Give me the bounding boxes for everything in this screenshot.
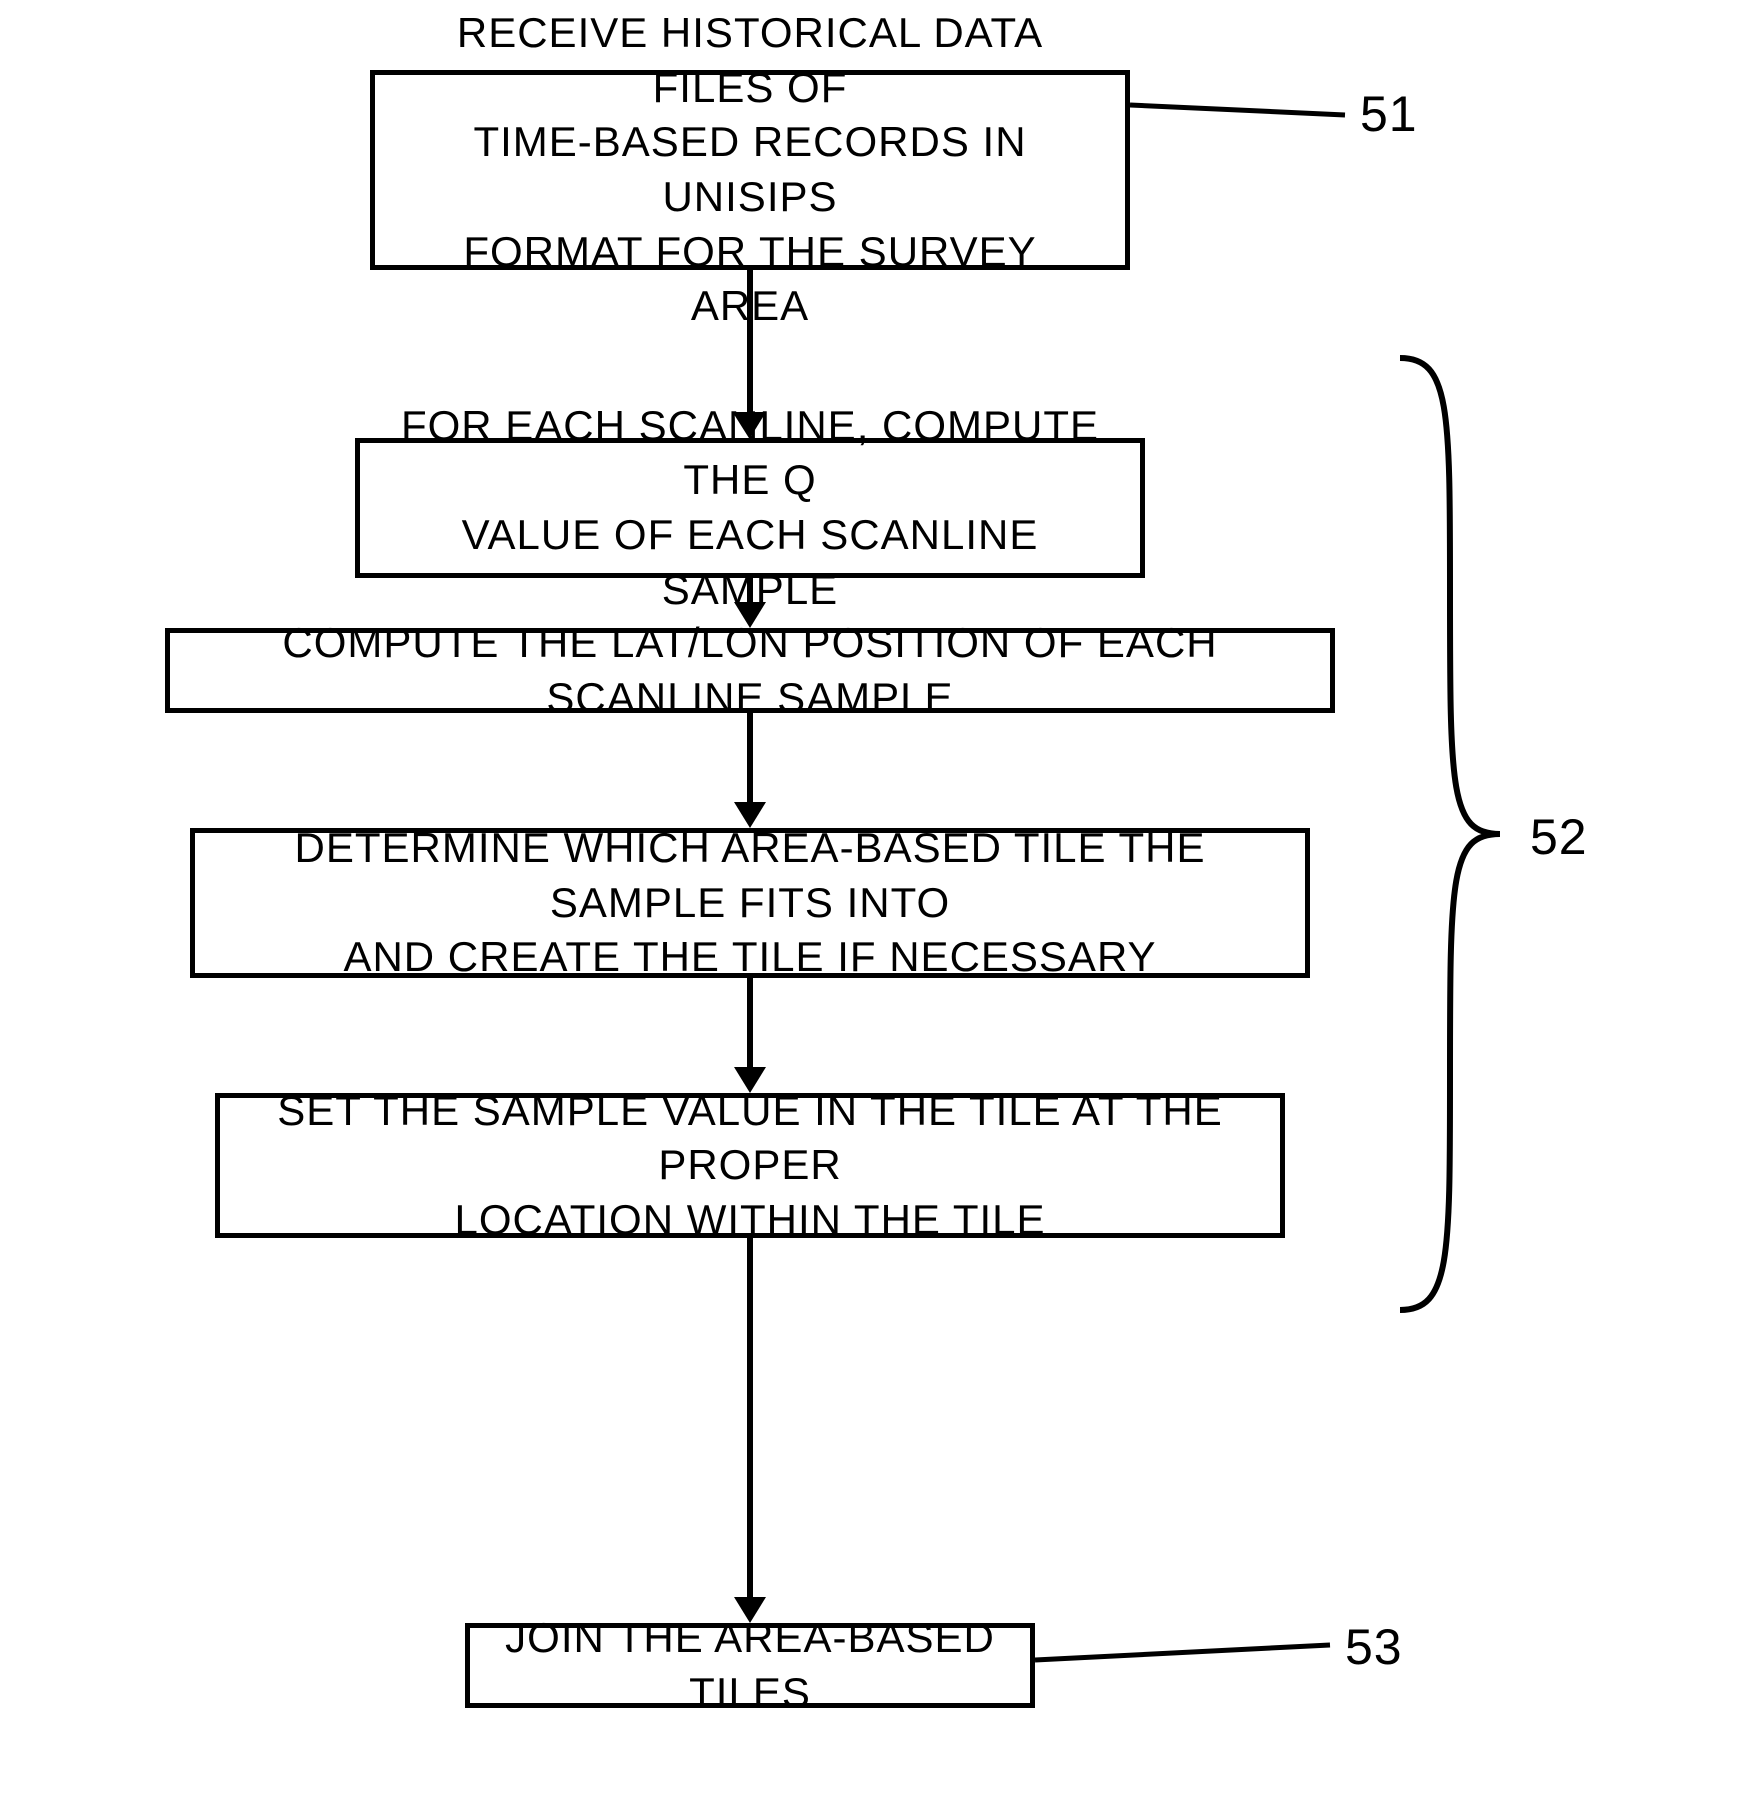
- node-text: DETERMINE WHICH AREA-BASED TILE THE SAMP…: [225, 821, 1275, 985]
- node-compute-q: FOR EACH SCANLINE, COMPUTE THE QVALUE OF…: [355, 438, 1145, 578]
- ref-label-51: 51: [1360, 85, 1418, 143]
- node-determine-tile: DETERMINE WHICH AREA-BASED TILE THE SAMP…: [190, 828, 1310, 978]
- node-text: JOIN THE AREA-BASED TILES: [500, 1611, 1000, 1720]
- node-receive-data: RECEIVE HISTORICAL DATA FILES OFTIME-BAS…: [370, 70, 1130, 270]
- node-text: SET THE SAMPLE VALUE IN THE TILE AT THE …: [250, 1084, 1250, 1248]
- ref-label-52: 52: [1530, 808, 1588, 866]
- node-text: COMPUTE THE LAT/LON POSITION OF EACH SCA…: [200, 616, 1300, 725]
- node-set-sample: SET THE SAMPLE VALUE IN THE TILE AT THE …: [215, 1093, 1285, 1238]
- node-join-tiles: JOIN THE AREA-BASED TILES: [465, 1623, 1035, 1708]
- node-compute-latlon: COMPUTE THE LAT/LON POSITION OF EACH SCA…: [165, 628, 1335, 713]
- ref-label-53: 53: [1345, 1618, 1403, 1676]
